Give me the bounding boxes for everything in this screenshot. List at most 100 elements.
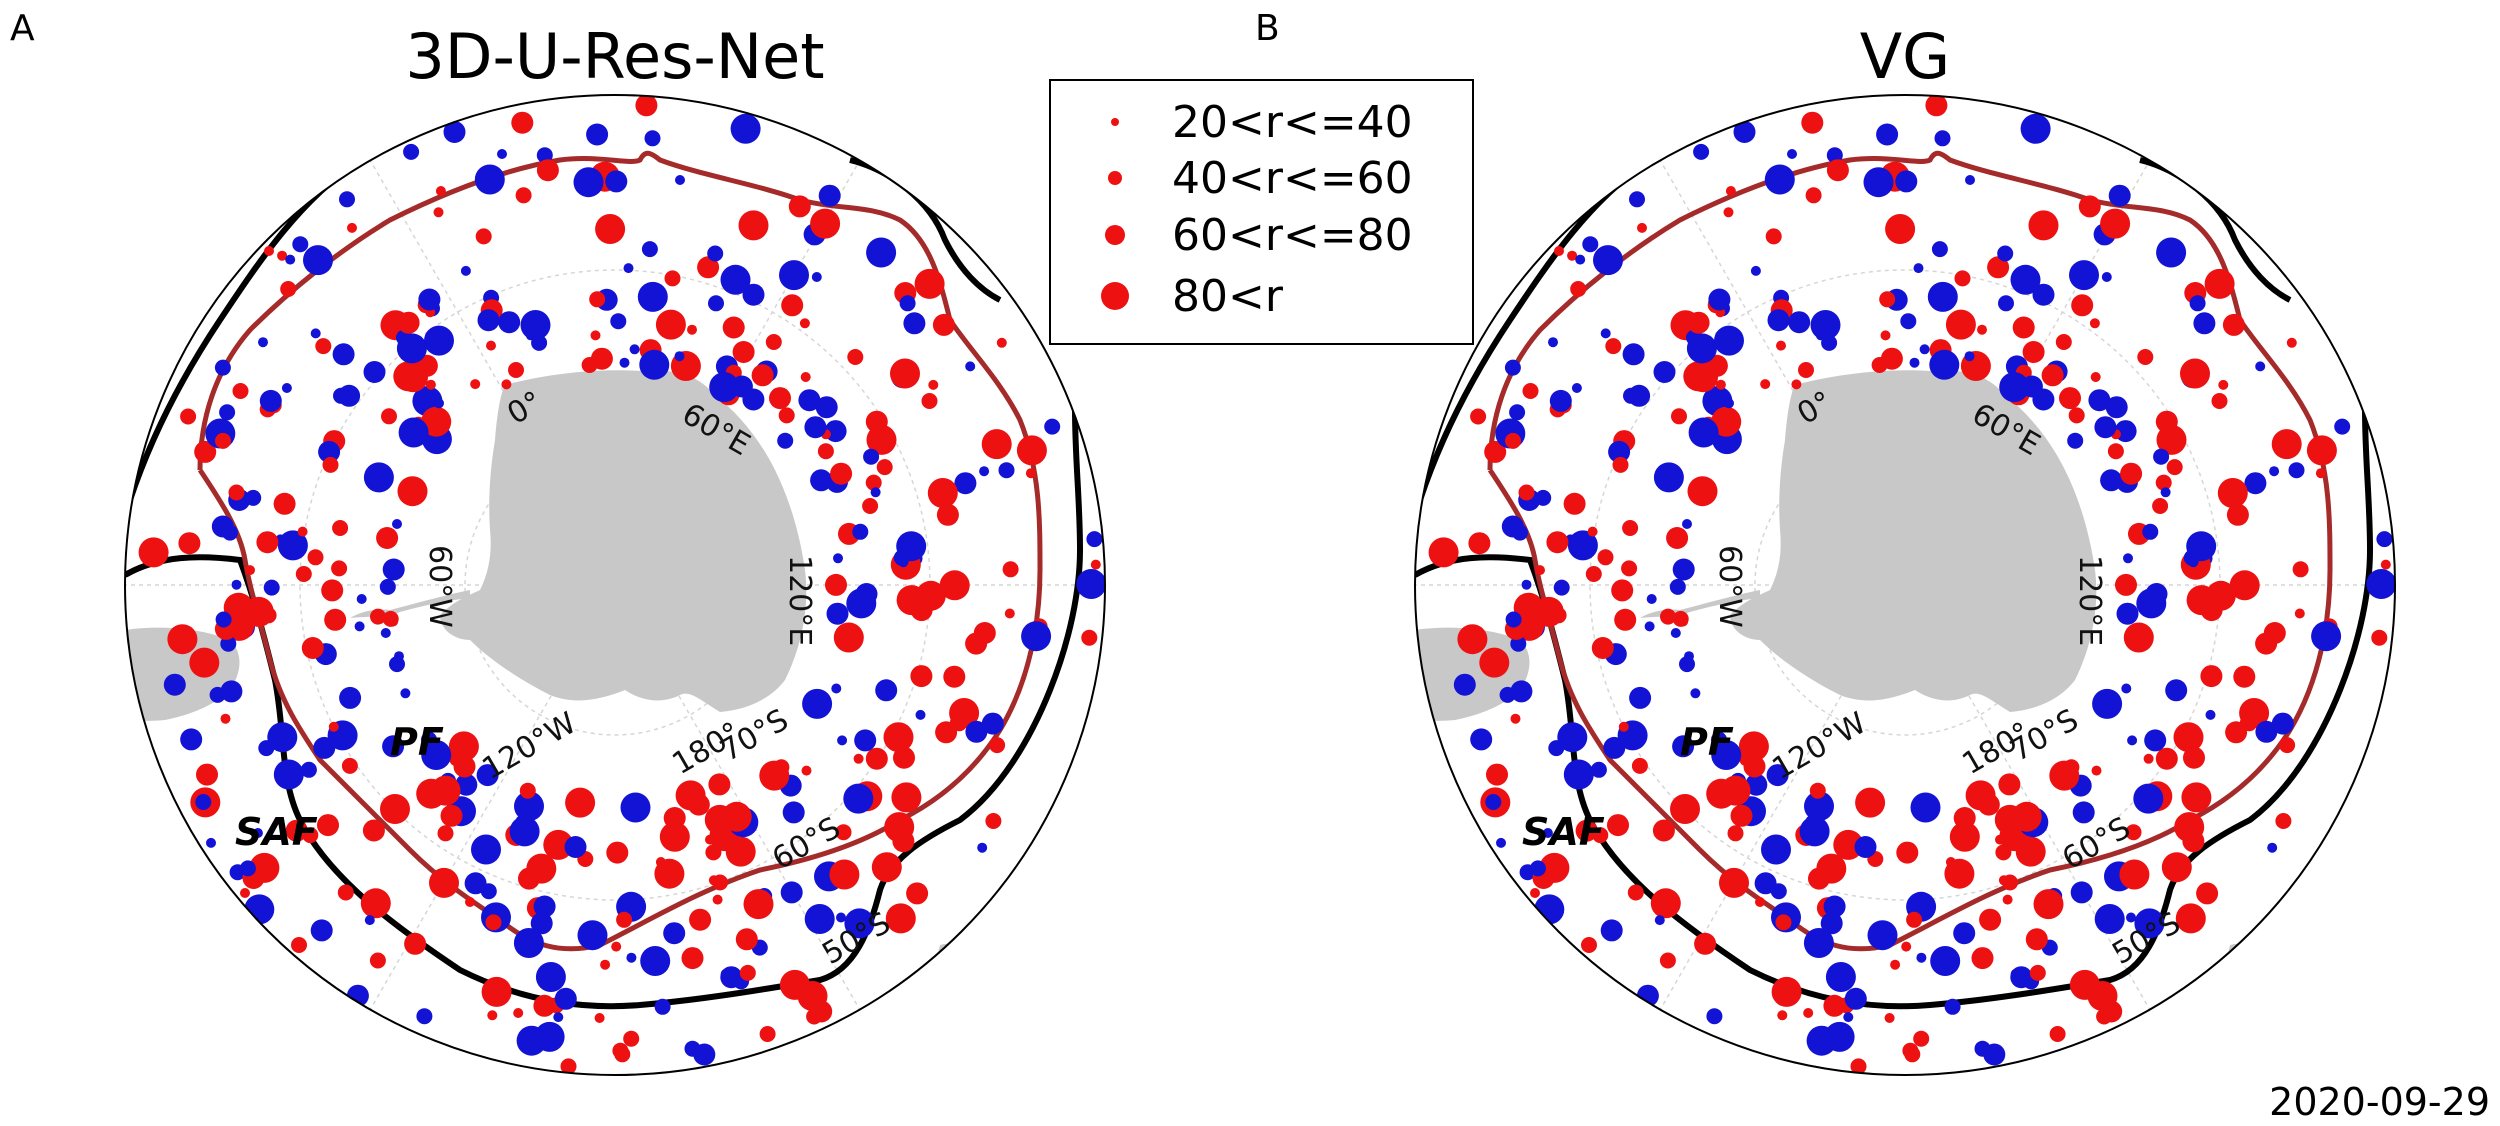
panel-a-anomaly-dot (985, 813, 1002, 829)
panel-a-anomaly-dot (611, 941, 622, 952)
panel-b-anomaly-dot (2205, 709, 2216, 720)
panel-b-anomaly-dot (2033, 889, 2064, 920)
panel-a-anomaly-dot (893, 549, 910, 566)
panel-b-anomaly-dot (1694, 932, 1717, 955)
panel-b-anomaly-dot (1953, 807, 1976, 829)
panel-b-anomaly-dot (1428, 537, 1459, 568)
panel-a-anomaly-dot (211, 515, 234, 538)
panel-a-anomaly-dot (285, 254, 296, 265)
panel-b-anomaly-dot (1687, 311, 1710, 334)
panel-b-anomaly-dot (1715, 379, 1726, 390)
panel-a-anomaly-dot (337, 884, 354, 901)
panel-b-anomaly-dot (2189, 295, 2206, 312)
panel-b-anomaly-dot (1977, 324, 1987, 335)
panel-b-anomaly-dot (1998, 773, 2021, 796)
panel-a-anomaly-dot (460, 265, 471, 276)
panel-b-lon-60w: 60°W (1712, 545, 1747, 628)
panel-b-anomaly-dot (2211, 393, 2228, 409)
panel-b-anomaly-dot (1809, 782, 1826, 799)
panel-a-anomaly-dot (998, 462, 1015, 479)
panel-b-anomaly-dot (2032, 283, 2055, 306)
panel-b-anomaly-dot (1890, 959, 1901, 970)
panel-b-anomaly-dot (2181, 782, 2212, 813)
panel-a-anomaly-dot (600, 959, 611, 970)
panel-a-anomaly-dot (844, 908, 875, 939)
panel-a-anomaly-dot (513, 928, 544, 958)
panel-a-anomaly-dot (526, 853, 557, 884)
panel-b-anomaly-dot (2069, 969, 2100, 1000)
panel-a-anomaly-dot (392, 519, 402, 529)
panel-a-anomaly-dot (380, 628, 391, 638)
panel-b-anomaly-dot (2160, 487, 2171, 498)
panel-a-anomaly-dot (799, 318, 810, 329)
panel-b-anomaly-dot (1510, 680, 1533, 703)
panel-b-anomaly-dot (2029, 964, 2046, 981)
panel-b-saf-label: SAF (1522, 810, 1605, 854)
panel-a-anomaly-dot (435, 186, 446, 196)
panel-b-anomaly-dot (1930, 946, 1961, 976)
panel-a-anomaly-dot (398, 362, 428, 393)
panel-b-anomaly-dot (2142, 523, 2159, 540)
panel-a-anomaly-dot (400, 688, 411, 699)
panel-a-anomaly-dot (891, 782, 922, 813)
panel-b-anomaly-dot (1484, 440, 1507, 463)
panel-b-anomaly-dot (2088, 389, 2111, 412)
panel-a-anomaly-dot (782, 801, 805, 824)
panel-b-anomaly-dot (1776, 340, 1786, 351)
panel-a-anomaly-dot (382, 610, 399, 627)
panel-a-anomaly-dot (369, 952, 386, 969)
panel-a-anomaly-dot (223, 592, 254, 623)
panel-a-anomaly-dot (892, 830, 915, 853)
panel-a-anomaly-dot (865, 747, 888, 770)
panel-b-anomaly-dot (2180, 358, 2210, 389)
panel-a-anomaly-dot (189, 647, 220, 678)
panel-a-anomaly-dot (232, 383, 249, 399)
panel-a-anomaly-dot (675, 175, 685, 185)
panel-b-anomaly-dot (1806, 1025, 1837, 1056)
panel-a-anomaly-dot (804, 904, 835, 934)
panel-a-anomaly-dot (928, 379, 939, 390)
panel-a-anomaly-dot (590, 330, 601, 341)
panel-b-anomaly-dot (1600, 919, 1623, 942)
panel-b-anomaly-dot (1826, 159, 1849, 182)
panel-a-anomaly-dot (519, 782, 536, 799)
panel-a-frame (124, 94, 1106, 1076)
panel-b-anomaly-dot (2225, 721, 2248, 744)
pf-front-a (197, 150, 1043, 952)
panel-a-anomaly-dot (693, 1043, 716, 1066)
panel-b-anomaly-dot (2271, 429, 2302, 460)
panel-a-anomaly-dot (837, 735, 848, 746)
panel-b-anomaly-dot (1765, 228, 1782, 245)
panel-b-anomaly-dot (2100, 1000, 2123, 1023)
panel-b-anomaly-dot (1607, 814, 1629, 837)
panel-a-anomaly-dot (437, 825, 454, 842)
panel-b-anomaly-dot (1653, 361, 1676, 383)
panel-b-anomaly-dot (1929, 349, 1960, 380)
panel-b-anomaly-dot (1650, 888, 1681, 919)
panel-b-anomaly-dot (1535, 565, 1545, 576)
panel-a-anomaly-dot (903, 312, 926, 335)
panel-b-anomaly-dot (2059, 387, 2081, 410)
panel-a-anomaly-dot (321, 579, 344, 602)
panel-a-anomaly-dot (866, 424, 897, 455)
panel-b-anomaly-dot (1738, 731, 1769, 762)
panel-b-anomaly-dot (1539, 852, 1570, 883)
panel-a-anomaly-dot (626, 952, 637, 963)
panel-b-anomaly-dot (2116, 602, 2139, 625)
panel-b-anomaly-dot (1575, 254, 1586, 265)
panel-b-anomaly-dot (2121, 683, 2132, 694)
panel-b-anomaly-dot (2126, 912, 2136, 923)
panel-a-anomaly-dot (1021, 621, 1052, 652)
panel-b-anomaly-dot (1900, 313, 1917, 330)
panel-a-anomaly-dot (836, 912, 846, 923)
panel-a-anomaly-dot (1086, 531, 1103, 548)
panel-b-anomaly-dot (2025, 928, 2048, 951)
panel-b-anomaly-dot (1548, 337, 1558, 348)
panel-b-anomaly-dot (1995, 844, 2012, 861)
panel-a-anomaly-dot (802, 688, 833, 719)
panel-a-anomaly-dot (605, 170, 628, 193)
panel-b-anomaly-dot (1614, 608, 1637, 631)
panel-a-anomaly-dot (623, 1030, 640, 1047)
panel-a-anomaly-dot (825, 573, 847, 596)
panel-b-anomaly-dot (1637, 222, 1647, 233)
